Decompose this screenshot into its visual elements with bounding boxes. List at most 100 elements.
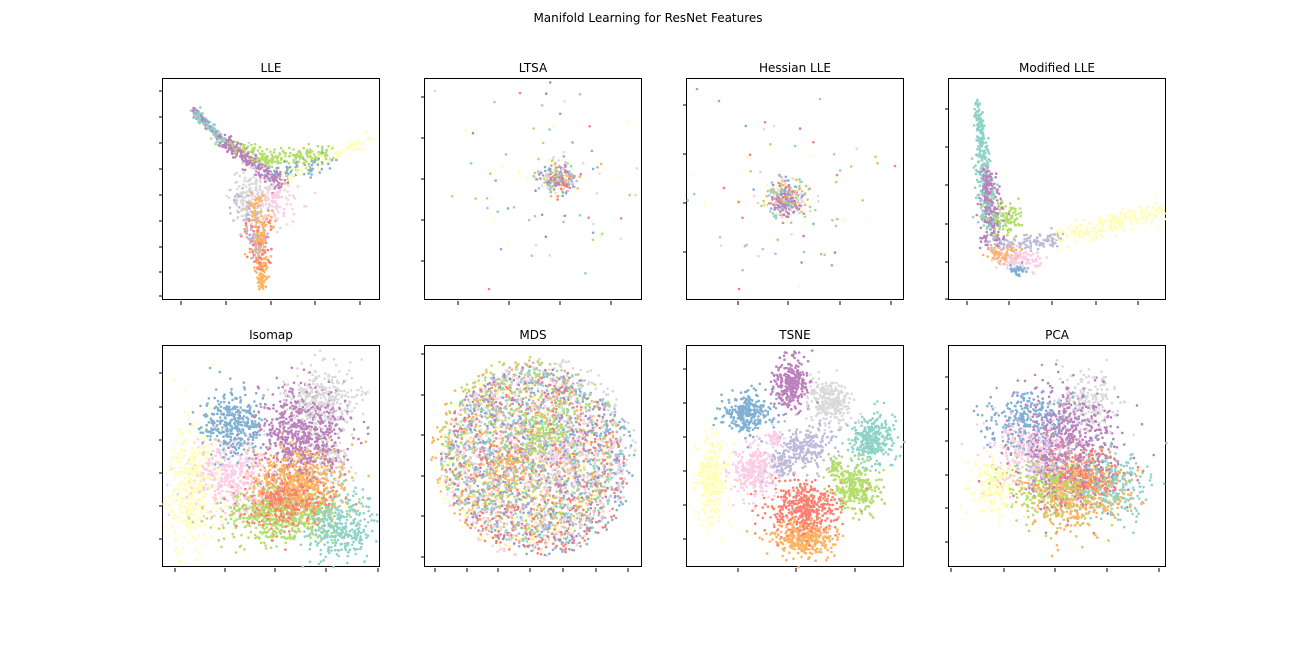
scatter-point	[1163, 212, 1166, 215]
scatter-point	[300, 169, 304, 172]
scatter-point	[1014, 210, 1017, 213]
scatter-point	[550, 164, 553, 167]
scatter-point	[973, 113, 977, 117]
scatter-point	[1003, 222, 1007, 226]
scatter-point	[566, 185, 569, 189]
scatter-point	[286, 223, 289, 226]
scatter-point	[1021, 265, 1025, 268]
scatter-point	[241, 158, 244, 161]
scatter-point	[759, 170, 762, 174]
scatter-point	[305, 171, 308, 174]
subplot-title-tsne: TSNE	[779, 328, 811, 342]
scatter-point	[578, 214, 582, 217]
scatter-point	[1134, 218, 1138, 222]
scatter-point	[313, 156, 317, 159]
scatter-point	[1011, 262, 1015, 265]
scatter-point	[974, 153, 978, 157]
scatter-point	[268, 468, 272, 472]
scatter-point	[1013, 223, 1017, 226]
scatter-point	[1036, 247, 1040, 251]
scatter-point	[499, 247, 503, 251]
scatter-point	[1070, 225, 1073, 228]
scatter-point	[756, 201, 760, 205]
scatter-point	[258, 173, 262, 177]
scatter-point	[976, 147, 979, 151]
scatter-point	[257, 171, 260, 175]
scatter-point	[338, 470, 342, 473]
subplot-hessian-lle	[683, 78, 904, 305]
scatter-point	[263, 193, 267, 197]
scatter-point	[993, 215, 996, 218]
scatter-point	[980, 191, 984, 194]
scatter-point	[990, 258, 994, 262]
scatter-point	[255, 218, 259, 222]
scatter-point	[1058, 231, 1061, 235]
scatter-point	[1006, 239, 1009, 242]
scatter-point	[235, 143, 239, 146]
scatter-point	[1074, 218, 1078, 221]
scatter-point	[994, 238, 997, 242]
scatter-point	[994, 172, 998, 175]
scatter-point	[259, 197, 262, 200]
scatter-point	[318, 154, 322, 158]
scatter-point	[226, 150, 229, 154]
scatter-point	[233, 198, 236, 201]
scatter-point	[209, 137, 213, 140]
scatter-point	[276, 155, 280, 158]
scatter-point	[781, 208, 784, 212]
scatter-point	[566, 162, 569, 165]
scatter-point	[341, 427, 345, 431]
scatter-point	[984, 240, 987, 243]
scatter-point	[978, 102, 982, 105]
scatter-point	[979, 240, 983, 243]
scatter-point	[259, 210, 262, 214]
scatter-point	[296, 185, 300, 188]
scatter-point	[1005, 267, 1009, 270]
scatter-point	[227, 196, 231, 200]
scatter-point	[257, 421, 261, 425]
scatter-point	[1089, 222, 1092, 225]
scatter-point	[307, 142, 310, 146]
scatter-point	[365, 505, 368, 508]
scatter-point	[763, 120, 767, 124]
scatter-point	[286, 447, 289, 451]
scatter-point	[334, 511, 337, 514]
scatter-point	[1045, 256, 1048, 259]
scatter-point	[300, 398, 304, 401]
scatter-point	[571, 141, 574, 144]
scatter-point	[1151, 218, 1154, 221]
scatter-point	[1028, 254, 1032, 257]
scatter-point	[278, 205, 282, 209]
scatter-point	[263, 429, 266, 433]
scatter-point	[811, 153, 815, 156]
scatter-point	[272, 407, 275, 410]
scatter-point	[298, 168, 301, 172]
scatter-point	[789, 221, 793, 224]
scatter-point	[1134, 211, 1137, 214]
scatter-point	[781, 179, 784, 183]
scatter-point	[1029, 244, 1033, 248]
scatter-point	[993, 182, 996, 186]
scatter-point	[199, 464, 202, 467]
scatter-point	[353, 395, 356, 399]
scatter-point	[231, 442, 235, 446]
scatter-point	[306, 164, 309, 167]
scatter-point	[774, 216, 778, 220]
scatter-point	[349, 143, 352, 147]
scatter-point	[556, 171, 559, 174]
scatter-point	[1142, 218, 1145, 221]
scatter-point	[299, 153, 303, 156]
scatter-point	[340, 429, 343, 432]
scatter-point	[1148, 213, 1152, 217]
scatter-point	[717, 99, 721, 103]
scatter-point	[360, 358, 363, 361]
scatter-point	[265, 155, 268, 158]
scatter-point	[1017, 269, 1020, 272]
scatter-point	[332, 492, 335, 496]
scatter-point	[230, 152, 234, 155]
scatter-point	[269, 150, 272, 153]
scatter-point	[1016, 266, 1019, 270]
scatter-point	[979, 226, 983, 230]
scatter-point	[263, 422, 267, 425]
scatter-point	[301, 155, 304, 159]
